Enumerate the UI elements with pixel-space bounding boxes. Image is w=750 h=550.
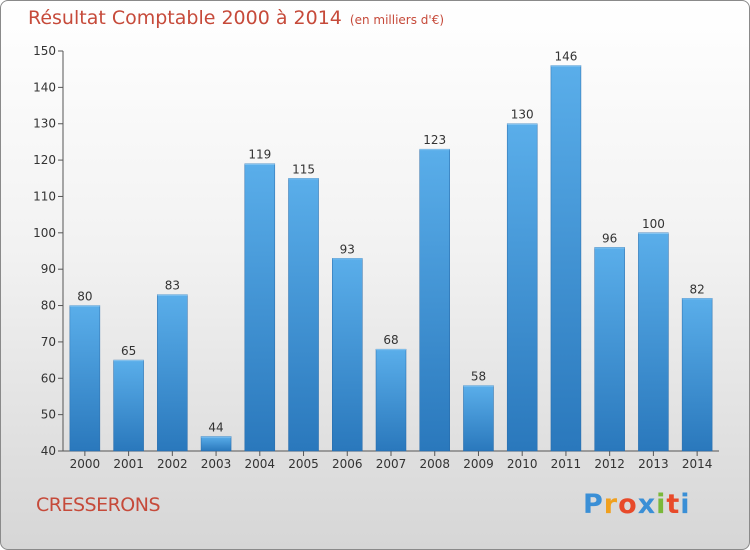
y-tick-label: 120: [33, 153, 56, 167]
x-tick-label: 2005: [288, 457, 319, 471]
bar-2012: [594, 247, 625, 452]
x-tick-label: 2011: [551, 457, 582, 471]
y-tick-label: 150: [33, 44, 56, 58]
brand-letter: i: [680, 489, 691, 520]
chart-title: Résultat Comptable 2000 à 2014 (en millie…: [28, 7, 444, 29]
bar-2007: [375, 348, 407, 452]
x-tick-label: 2010: [507, 457, 538, 471]
bar-2014: [681, 298, 713, 452]
brand-letter: t: [666, 489, 681, 520]
y-tick-label: 130: [33, 117, 56, 131]
brand-letter: i: [656, 489, 667, 520]
bar-value-label: 119: [248, 148, 271, 162]
bar-value-label: 68: [383, 333, 398, 347]
bar-2000: [69, 305, 101, 452]
bar-2008: [419, 148, 450, 452]
y-tick-label: 110: [33, 189, 56, 203]
bar-2001: [113, 359, 144, 452]
x-tick-label: 2004: [245, 457, 276, 471]
bar-value-label: 123: [423, 133, 446, 147]
y-tick-label: 70: [41, 335, 56, 349]
bar-2010: [506, 123, 538, 452]
bar-2013: [638, 232, 669, 452]
bar-layer: 80 65 83 44 119 115 93 68 123 58 130 146 96 100 82: [69, 50, 713, 452]
x-tick-label: 2008: [419, 457, 450, 471]
bar-2003: [200, 436, 232, 452]
bar-2009: [463, 385, 494, 452]
bar-value-label: 82: [689, 282, 704, 296]
bar-2005: [288, 178, 319, 452]
y-tick-label: 140: [33, 80, 56, 94]
brand-letter: x: [637, 489, 657, 520]
bar-value-label: 83: [165, 279, 180, 293]
bar-value-label: 80: [77, 290, 92, 304]
x-tick-label: 2006: [332, 457, 363, 471]
x-tick-label: 2012: [594, 457, 625, 471]
bar-value-label: 58: [471, 370, 486, 384]
bar-value-label: 100: [642, 217, 665, 231]
x-tick-label: 2000: [70, 457, 101, 471]
x-tick-label: 2001: [113, 457, 144, 471]
chart-unit: (en milliers d'€): [349, 13, 445, 27]
brand-letter: P: [583, 489, 604, 520]
y-tick-label: 40: [41, 444, 56, 458]
y-tick-label: 100: [33, 226, 56, 240]
bar-2006: [332, 258, 363, 452]
x-tick-label: 2014: [682, 457, 713, 471]
bar-2011: [550, 65, 582, 452]
bar-value-label: 96: [602, 231, 617, 245]
x-tick-label: 2002: [157, 457, 188, 471]
bar-value-label: 130: [511, 108, 534, 122]
x-tick-label: 2007: [376, 457, 407, 471]
x-tick-label: 2009: [463, 457, 494, 471]
bar-2002: [157, 294, 188, 452]
proxiti-logo: Proxiti: [583, 489, 691, 520]
bar-value-label: 44: [208, 420, 223, 434]
x-tick-label: 2003: [201, 457, 232, 471]
commune-name: CRESSERONS: [36, 494, 161, 516]
bar-value-label: 115: [292, 162, 315, 176]
bar-value-label: 65: [121, 344, 136, 358]
brand-letter: r: [603, 489, 619, 520]
y-tick-label: 50: [41, 408, 56, 422]
y-tick-label: 90: [41, 262, 56, 276]
y-tick-label: 60: [41, 371, 56, 385]
brand-letter: o: [618, 489, 638, 520]
chart-title-text: Résultat Comptable 2000 à 2014: [28, 7, 342, 29]
x-tick-label: 2013: [638, 457, 669, 471]
y-tick-label: 80: [41, 299, 56, 313]
bar-value-label: 93: [340, 242, 355, 256]
bar-value-label: 146: [554, 50, 577, 64]
bar-2004: [244, 163, 276, 452]
